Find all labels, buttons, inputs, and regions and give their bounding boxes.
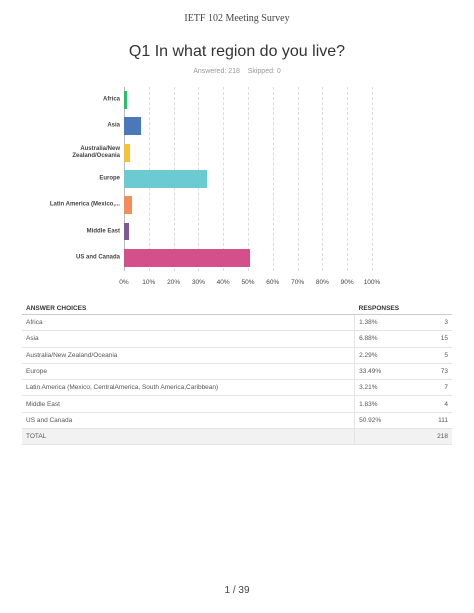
answer-table: ANSWER CHOICES RESPONSES Africa 1.38% 3 Asia 6… bbox=[22, 302, 452, 446]
x-tick-label: 70% bbox=[291, 279, 305, 286]
total-blank bbox=[354, 428, 434, 446]
percent: 6.88% bbox=[354, 330, 434, 348]
bar bbox=[124, 196, 132, 215]
x-tick-label: 30% bbox=[191, 279, 205, 286]
skipped: Skipped: 0 bbox=[247, 68, 281, 75]
count: 111 bbox=[433, 412, 452, 430]
header-row: ANSWER CHOICES RESPONSES bbox=[22, 302, 452, 315]
x-tick-label: 0% bbox=[119, 279, 129, 286]
doc-header: IETF 102 Meeting Survey bbox=[184, 13, 290, 24]
grid-line bbox=[297, 87, 299, 271]
bar bbox=[124, 248, 251, 267]
stats: Answered: 218 Skipped: 0 bbox=[0, 68, 474, 75]
column-header: ANSWER CHOICES bbox=[22, 302, 355, 315]
chart: 0% 10% 20% 30% 40% 50% 60% 70% 80% 90% 100% Africa A… bbox=[0, 0, 474, 300]
grid-line bbox=[347, 87, 349, 271]
percent: 2.29% bbox=[354, 347, 434, 364]
x-tick-label: 80% bbox=[315, 279, 329, 286]
y-tick-label: Asia bbox=[107, 122, 120, 129]
count: 3 bbox=[433, 314, 452, 332]
y-tick-label: Middle East bbox=[86, 228, 120, 235]
x-tick-label: 10% bbox=[142, 279, 156, 286]
table-row: Australia/New Zealand/Oceania 2.29% 5 bbox=[22, 347, 452, 364]
answered: Answered: 218 bbox=[193, 68, 240, 75]
percent: 33.49% bbox=[354, 363, 434, 381]
total-count: 218 bbox=[433, 428, 452, 446]
grid-line bbox=[272, 87, 274, 271]
table-row: US and Canada 50.92% 111 bbox=[22, 412, 452, 430]
answer-choice: Europe bbox=[22, 363, 355, 381]
count: 5 bbox=[433, 347, 452, 364]
bar bbox=[124, 222, 129, 241]
answer-choice: Latin America (Mexico, CentralAmerica, S… bbox=[22, 379, 355, 397]
x-tick-label: 60% bbox=[266, 279, 280, 286]
count: 4 bbox=[433, 395, 452, 413]
answer-choice: US and Canada bbox=[22, 412, 355, 430]
percent: 3.21% bbox=[354, 379, 434, 397]
page-number: 1 / 39 bbox=[224, 585, 250, 596]
y-tick-label: Europe bbox=[99, 175, 120, 182]
bar bbox=[124, 143, 130, 162]
grid-line bbox=[372, 87, 373, 271]
y-tick-label: Africa bbox=[102, 96, 120, 103]
count: 15 bbox=[433, 330, 452, 348]
percent: 1.83% bbox=[354, 395, 434, 413]
table-row: Africa 1.38% 3 bbox=[22, 314, 452, 332]
count: 7 bbox=[433, 379, 452, 397]
answer-choice: Africa bbox=[22, 314, 355, 332]
table-row: Asia 6.88% 15 bbox=[22, 330, 452, 348]
total-label: TOTAL bbox=[22, 428, 355, 446]
bar bbox=[124, 170, 208, 188]
grid-line bbox=[223, 87, 225, 271]
answer-choice: Middle East bbox=[22, 395, 355, 413]
x-tick-label: 50% bbox=[241, 279, 255, 286]
percent: 50.92% bbox=[354, 412, 434, 430]
question-title: Q1 In what region do you live? bbox=[128, 43, 346, 60]
total-row: TOTAL 218 bbox=[22, 428, 452, 446]
column-header: RESPONSES bbox=[354, 302, 452, 315]
bar bbox=[124, 91, 128, 110]
answer-choice: Australia/New Zealand/Oceania bbox=[22, 347, 355, 364]
count: 73 bbox=[433, 363, 452, 381]
x-tick-label: 20% bbox=[167, 279, 181, 286]
grid-line bbox=[248, 87, 249, 271]
table-row: Latin America (Mexico, CentralAmerica, S… bbox=[22, 379, 452, 397]
answer-choice: Asia bbox=[22, 330, 355, 348]
percent: 1.38% bbox=[354, 314, 434, 332]
table-row: Middle East 1.83% 4 bbox=[22, 395, 452, 413]
bar bbox=[124, 117, 142, 136]
y-tick-label: US and Canada bbox=[75, 254, 120, 261]
y-tick-label: Latin America (Mexico,... bbox=[49, 201, 120, 208]
x-tick-label: 100% bbox=[363, 279, 381, 286]
y-tick-label: Australia/New Zealand/Oceania bbox=[72, 145, 120, 159]
x-tick-label: 40% bbox=[216, 279, 230, 286]
x-tick-label: 90% bbox=[340, 279, 354, 286]
table-row: Europe 33.49% 73 bbox=[22, 363, 452, 381]
grid-line bbox=[322, 87, 324, 271]
